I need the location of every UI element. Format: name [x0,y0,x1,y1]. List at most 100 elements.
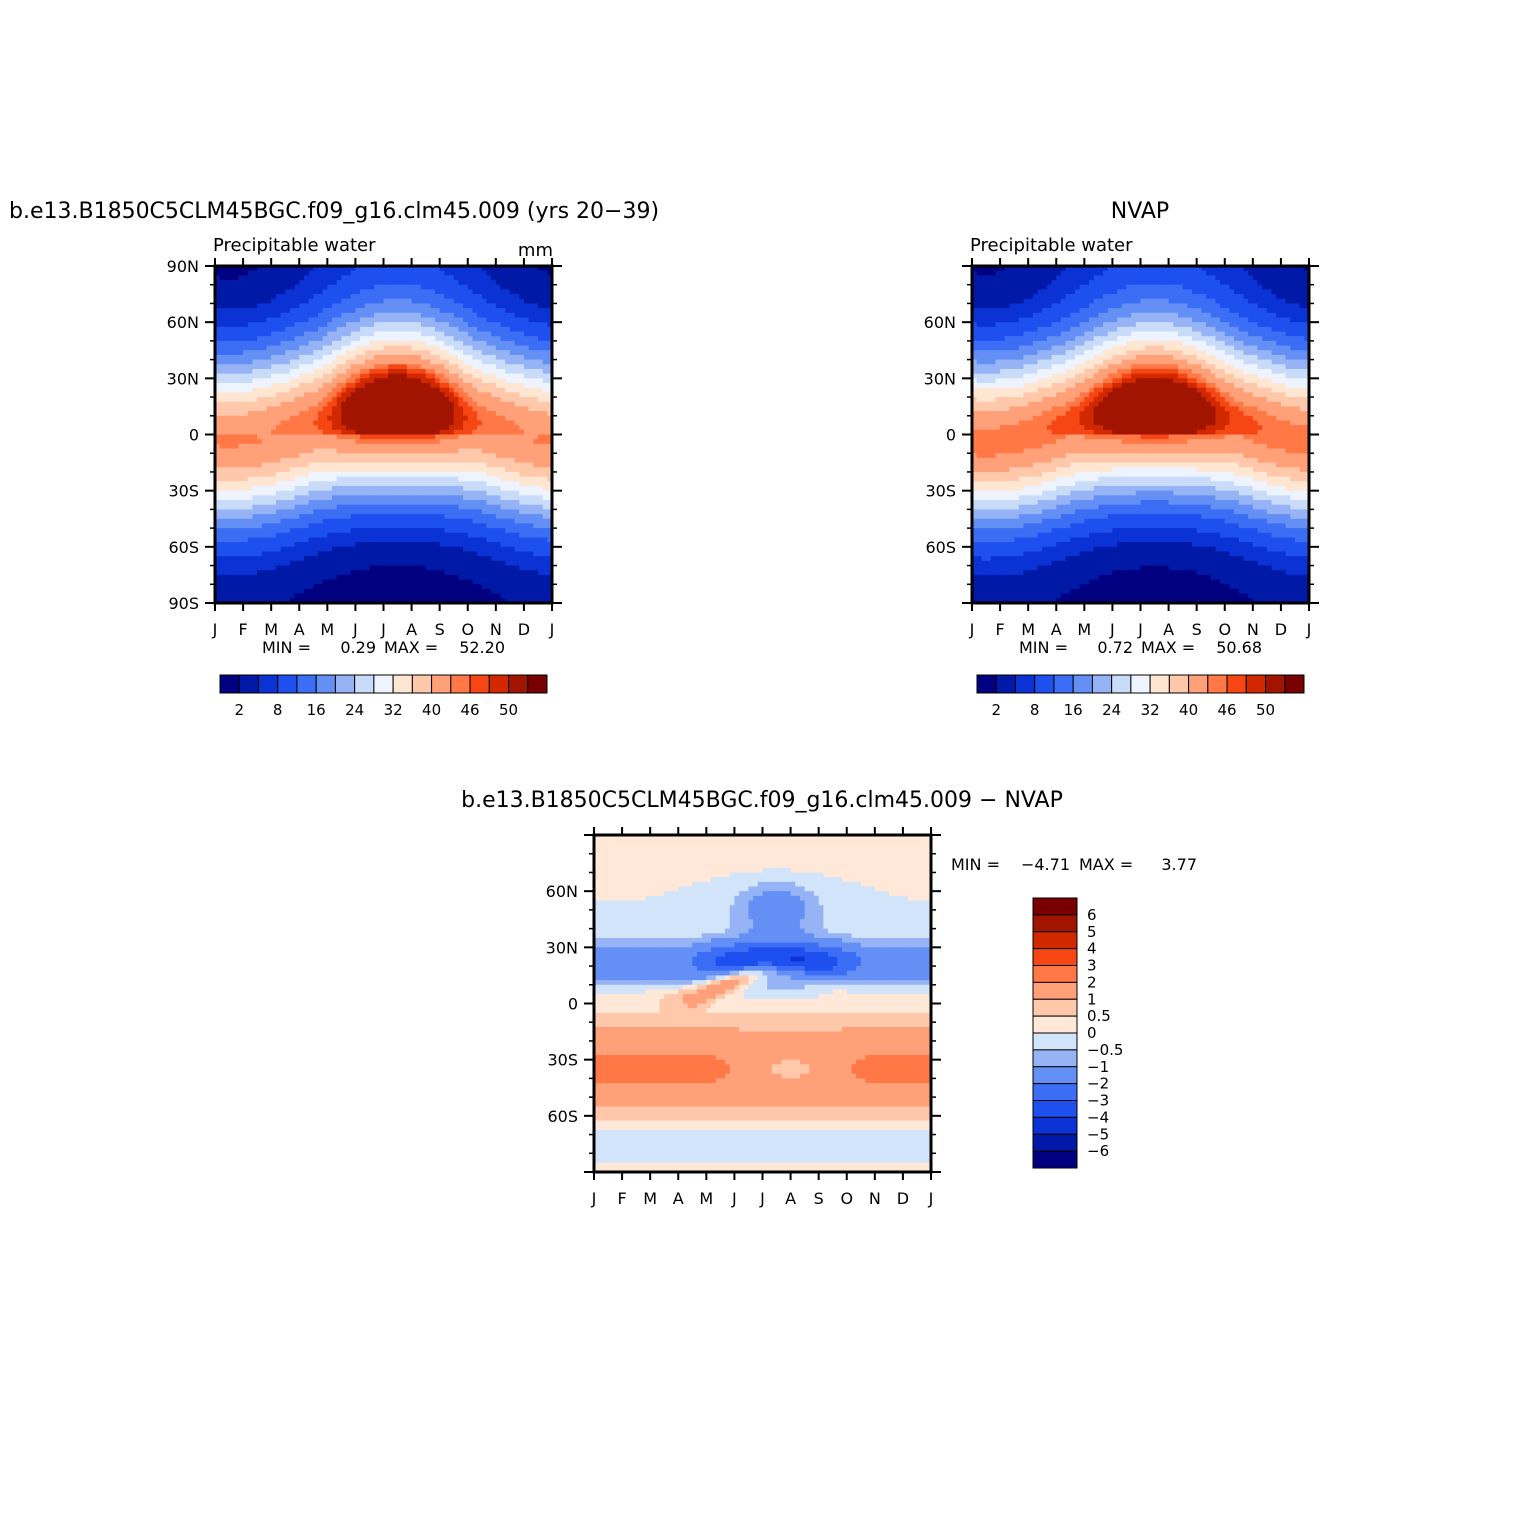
field-cell [336,518,342,525]
field-cell [308,439,314,445]
field-cell [430,298,436,305]
field-cell [402,457,408,464]
field-cell [406,322,413,328]
field-cell [388,350,394,356]
field-cell [369,574,375,581]
field-cell [523,359,530,365]
field-cell [505,312,511,319]
field-cell [289,284,296,290]
field-cell [416,354,422,361]
field-cell [514,556,520,562]
field-cell [294,368,300,375]
field-cell [229,266,235,272]
field-cell [463,542,469,548]
field-cell [495,565,502,571]
field-cell [257,411,263,417]
field-cell [243,556,249,562]
field-cell [336,406,342,412]
field-cell [406,336,413,342]
field-cell [481,298,488,305]
field-cell [374,542,380,548]
field-cell [402,579,408,585]
field-cell [397,373,403,379]
field-cell [355,476,361,482]
field-cell [383,584,389,590]
field-cell [378,471,385,478]
field-cell [481,336,488,342]
field-cell [317,457,324,464]
field-cell [266,298,272,305]
field-cell [215,284,221,290]
field-cell [243,312,249,319]
field-cell [416,546,422,553]
field-cell [406,397,413,403]
field-cell [294,275,300,281]
field-cell [308,336,314,342]
field-cell [505,434,511,440]
field-cell [439,485,445,492]
field-cell [360,551,366,557]
field-cell [463,364,469,370]
field-cell [467,500,474,506]
field-cell [458,383,464,389]
field-cell [406,270,413,276]
field-cell [374,579,380,585]
field-cell [219,359,225,365]
field-cell [495,453,502,459]
field-cell [257,397,263,403]
field-cell [350,560,357,567]
field-cell [533,406,539,412]
field-cell [486,453,492,459]
field-cell [542,453,548,459]
field-cell [500,453,506,459]
field-cell [257,532,263,539]
field-cell [257,368,263,375]
field-cell [271,387,277,393]
field-cell [261,415,268,422]
field-cell [509,528,516,534]
field-cell [425,532,431,539]
field-cell [308,537,314,543]
field-cell [547,340,553,347]
field-cell [257,415,263,422]
field-cell [266,448,272,454]
field-cell [444,462,450,468]
field-cell [439,425,445,431]
field-cell [542,551,548,557]
field-cell [317,570,324,576]
field-cell [472,453,478,459]
field-cell [467,340,474,347]
field-cell [481,504,488,510]
field-cell [388,387,394,393]
field-cell [542,500,548,506]
field-cell [392,476,399,482]
field-cell [247,415,254,422]
field-cell [523,364,530,370]
field-cell [303,373,310,379]
field-cell [420,495,427,501]
field-cell [528,298,534,305]
field-cell [444,317,450,323]
field-cell [491,565,497,571]
field-cell [397,570,403,576]
field-cell [458,504,464,510]
field-cell [252,270,258,276]
field-cell [266,326,272,333]
field-cell [514,266,520,272]
field-cell [416,551,422,557]
field-cell [374,397,380,403]
field-cell [519,518,525,525]
field-cell [308,565,314,571]
field-cell [467,495,474,501]
field-cell [472,275,478,281]
field-cell [317,350,324,356]
field-cell [434,467,441,473]
field-cell [495,467,502,473]
field-cell [472,551,478,557]
field-cell [514,387,520,393]
field-cell [477,373,483,379]
field-cell [360,579,366,585]
field-cell [313,284,319,290]
field-cell [514,448,520,454]
field-cell [495,471,502,478]
